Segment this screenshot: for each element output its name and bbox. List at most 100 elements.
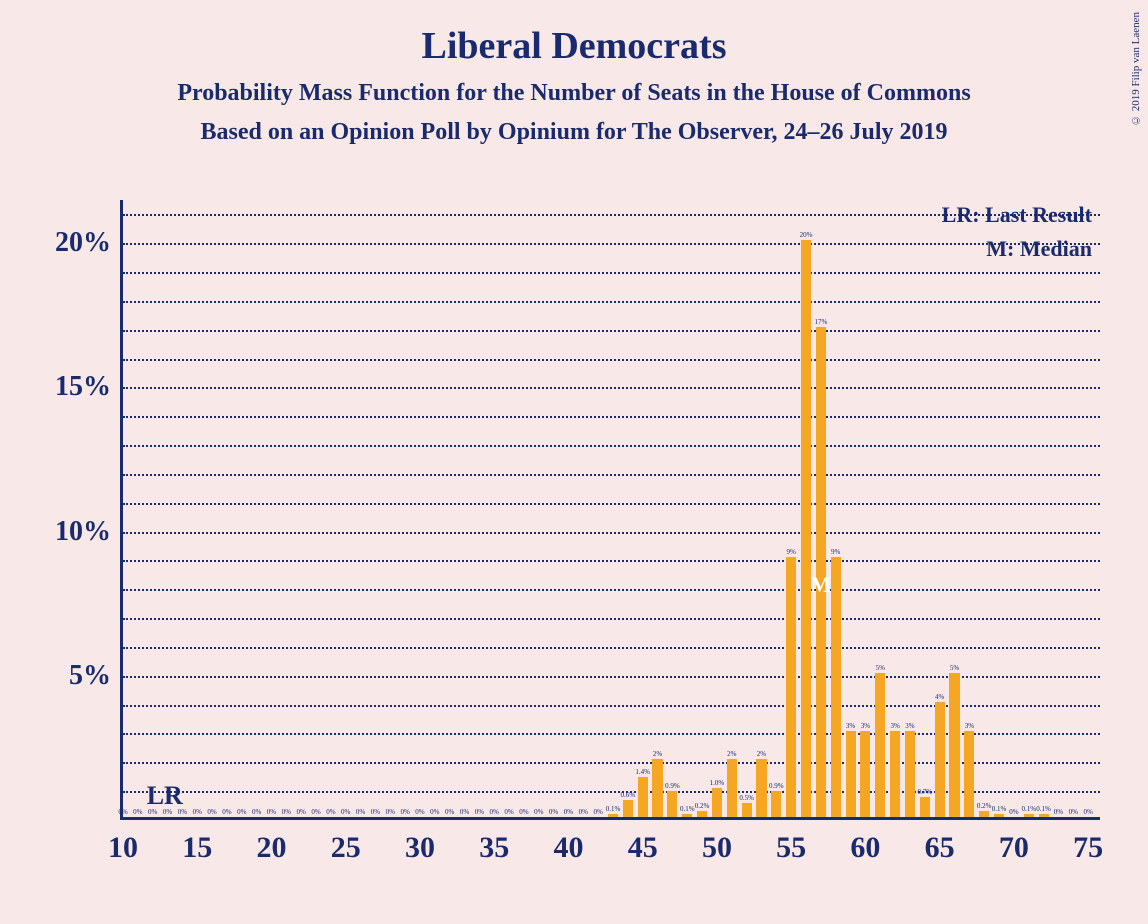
bar-value-label: 0% — [475, 808, 484, 817]
bar-value-label: 2% — [757, 750, 766, 759]
bar-value-label: 1.0% — [710, 779, 725, 788]
gridline — [123, 647, 1100, 649]
bar: 3% — [846, 731, 856, 818]
bar-value-label: 0.1% — [992, 805, 1007, 814]
bar-value-label: 0% — [549, 808, 558, 817]
bar-value-label: 0.9% — [665, 782, 680, 791]
x-axis-label: 10 — [108, 817, 138, 865]
bar: 9% — [786, 557, 796, 817]
bar: 20% — [801, 240, 811, 817]
bar: 3% — [964, 731, 974, 818]
bar: 3% — [890, 731, 900, 818]
bar-value-label: 0% — [534, 808, 543, 817]
chart-subtitle-1: Probability Mass Function for the Number… — [0, 68, 1148, 107]
bar-value-label: 0% — [267, 808, 276, 817]
gridline — [123, 560, 1100, 562]
bar-value-label: 5% — [950, 664, 959, 673]
bar-value-label: 0% — [222, 808, 231, 817]
x-axis-label: 25 — [331, 817, 361, 865]
bar: 1.0% — [712, 788, 722, 817]
bar-value-label: 17% — [814, 318, 827, 327]
gridline — [123, 243, 1100, 245]
bar-value-label: 9% — [831, 548, 840, 557]
y-axis-label: 5% — [69, 660, 123, 692]
bar-value-label: 0% — [118, 808, 127, 817]
bar-value-label: 0.6% — [621, 791, 636, 800]
bar: 2% — [727, 759, 737, 817]
bar-value-label: 0% — [460, 808, 469, 817]
gridline — [123, 503, 1100, 505]
bar: 5% — [875, 673, 885, 817]
gridline — [123, 272, 1100, 274]
bar-value-label: 0% — [1009, 808, 1018, 817]
legend-median: M: Median — [986, 236, 1092, 262]
x-axis-label: 55 — [776, 817, 806, 865]
bar-value-label: 0% — [207, 808, 216, 817]
bar-value-label: 0.1% — [680, 805, 695, 814]
bar-value-label: 0% — [593, 808, 602, 817]
bar: 0.5% — [742, 803, 752, 817]
bar-value-label: 0% — [519, 808, 528, 817]
bar-value-label: 0% — [430, 808, 439, 817]
gridline — [123, 416, 1100, 418]
bar-value-label: 0% — [1083, 808, 1092, 817]
bar-value-label: 20% — [800, 231, 813, 240]
bar: 0.1% — [682, 814, 692, 817]
bar-value-label: 0.1% — [1021, 805, 1036, 814]
bar-value-label: 0% — [490, 808, 499, 817]
bar: 3% — [860, 731, 870, 818]
bar-value-label: 0% — [341, 808, 350, 817]
bar-value-label: 0.2% — [977, 802, 992, 811]
bar-value-label: 0% — [415, 808, 424, 817]
x-axis-label: 60 — [850, 817, 880, 865]
bar-value-label: 9% — [787, 548, 796, 557]
x-axis-label: 45 — [628, 817, 658, 865]
copyright-text: © 2019 Filip van Laenen — [1130, 12, 1142, 126]
bar-value-label: 5% — [876, 664, 885, 673]
y-axis-label: 15% — [55, 371, 123, 403]
bar-value-label: 0% — [400, 808, 409, 817]
bar-value-label: 0.1% — [1036, 805, 1051, 814]
bar: 0.7% — [920, 797, 930, 817]
bar-value-label: 0% — [282, 808, 291, 817]
bar: 5% — [949, 673, 959, 817]
gridline — [123, 330, 1100, 332]
gridline — [123, 214, 1100, 216]
chart-title: Liberal Democrats — [0, 0, 1148, 68]
bar-value-label: 3% — [861, 722, 870, 731]
bar-value-label: 0% — [326, 808, 335, 817]
last-result-marker: LR — [147, 781, 183, 811]
bar: 1.4% — [638, 777, 648, 817]
bar-value-label: 0% — [1054, 808, 1063, 817]
bar: 0.1% — [1039, 814, 1049, 817]
bar-value-label: 3% — [965, 722, 974, 731]
bar: 0.1% — [1024, 814, 1034, 817]
bar-value-label: 0.2% — [695, 802, 710, 811]
bar: 2% — [756, 759, 766, 817]
bar-value-label: 0% — [133, 808, 142, 817]
bar-value-label: 2% — [727, 750, 736, 759]
bar-value-label: 0% — [311, 808, 320, 817]
bar-value-label: 0.7% — [918, 788, 933, 797]
median-marker: M — [810, 572, 831, 598]
x-axis-label: 30 — [405, 817, 435, 865]
gridline — [123, 359, 1100, 361]
bar-value-label: 0% — [356, 808, 365, 817]
chart-plot-area: LR: Last Result M: Median 5%10%15%20%101… — [120, 200, 1100, 820]
bar-value-label: 0% — [504, 808, 513, 817]
bar-value-label: 1.4% — [635, 768, 650, 777]
bar: 0.1% — [994, 814, 1004, 817]
x-axis-label: 15 — [182, 817, 212, 865]
x-axis-label: 65 — [925, 817, 955, 865]
bar-value-label: 0% — [579, 808, 588, 817]
bar-value-label: 0% — [564, 808, 573, 817]
bar-value-label: 0% — [252, 808, 261, 817]
gridline — [123, 445, 1100, 447]
bar-value-label: 0% — [386, 808, 395, 817]
y-axis-label: 10% — [55, 516, 123, 548]
bar: 0.6% — [623, 800, 633, 817]
gridline — [123, 387, 1100, 389]
bar: 0.2% — [697, 811, 707, 817]
chart-subtitle-2: Based on an Opinion Poll by Opinium for … — [0, 107, 1148, 146]
bar-value-label: 0% — [445, 808, 454, 817]
